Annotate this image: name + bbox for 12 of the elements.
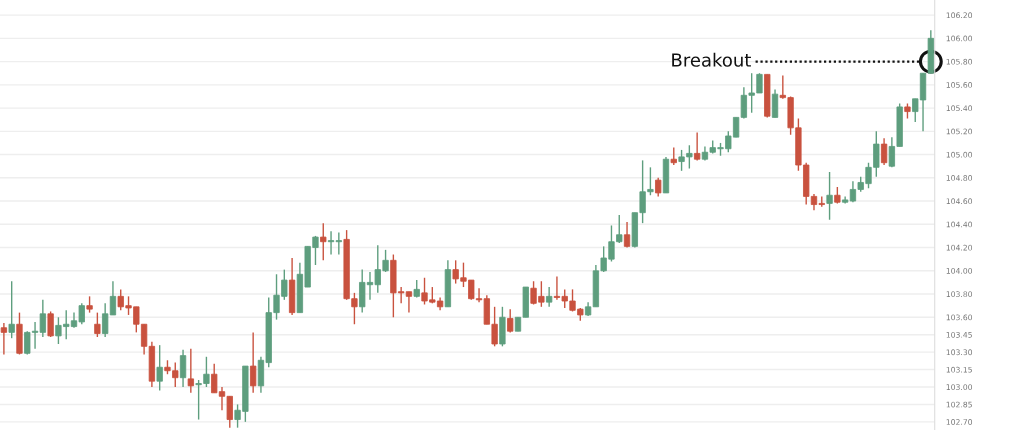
candlestick [507,308,514,334]
candlestick [47,310,54,338]
candlestick [320,222,327,262]
candlestick [499,306,506,348]
candlestick [94,311,101,338]
candlestick [16,311,23,356]
candlestick [655,177,662,198]
ref-line-label: Breakout [672,52,751,67]
candlestick [826,171,833,221]
candlestick [8,280,15,339]
candlestick [764,73,771,119]
candlestick [156,344,163,392]
